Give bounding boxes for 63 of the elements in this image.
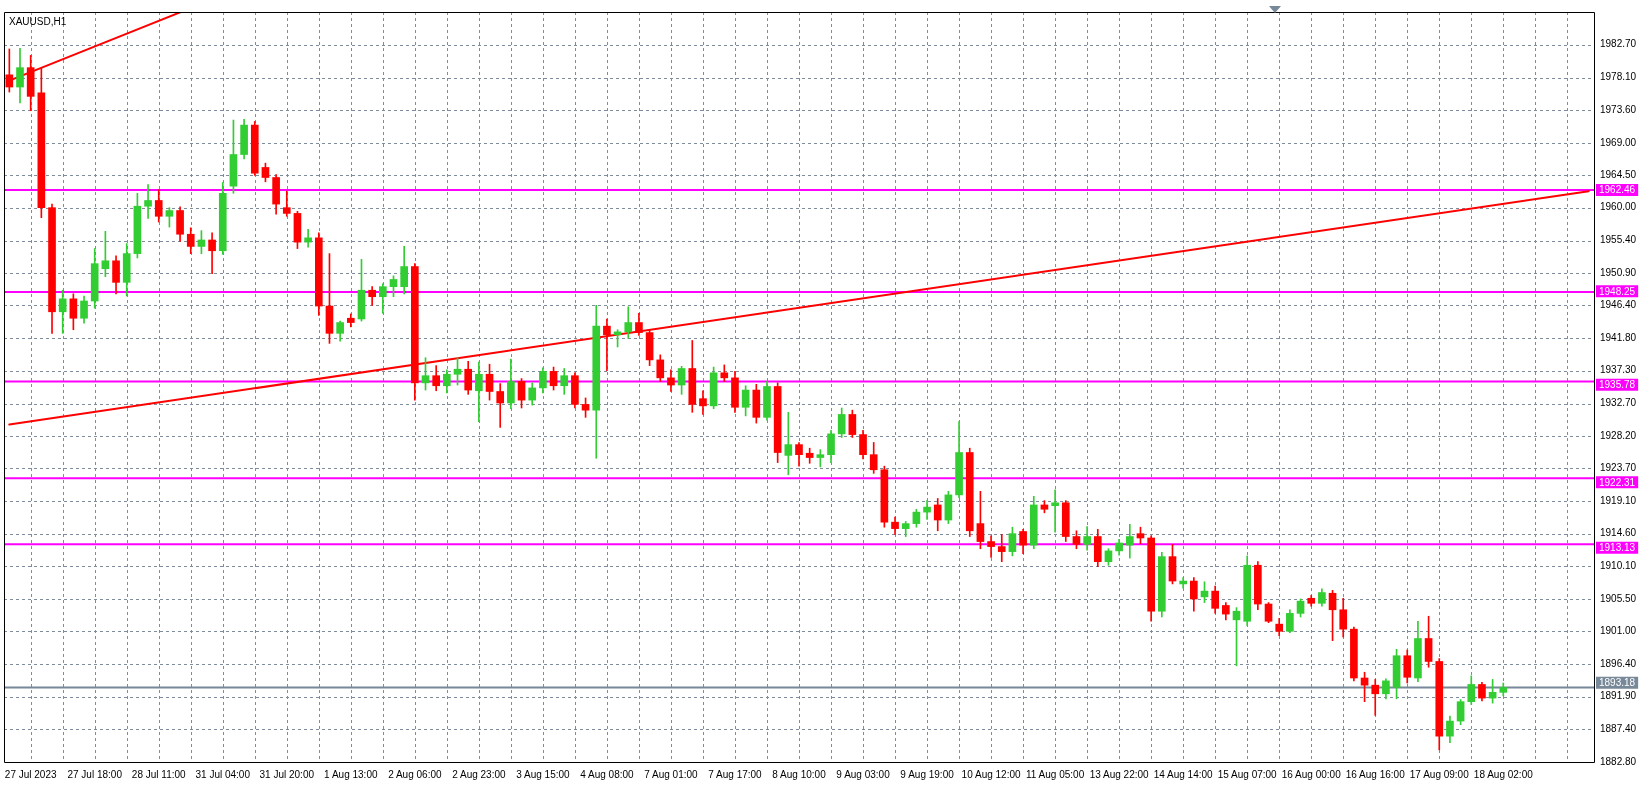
ref-line-label: 1922.31 [1599, 476, 1636, 488]
x-tick-label: 2 Aug 23:00 [452, 768, 506, 780]
y-tick-label: 1882.80 [1600, 755, 1637, 767]
y-tick-label: 1896.40 [1600, 658, 1637, 670]
ref-line-label: 1948.25 [1599, 285, 1636, 297]
y-tick-label: 1905.50 [1600, 592, 1637, 604]
x-tick-label: 31 Jul 04:00 [195, 768, 251, 780]
y-tick-label: 1932.70 [1600, 397, 1637, 409]
x-tick-label: 2 Aug 06:00 [388, 768, 442, 780]
x-tick-label: 27 Jul 18:00 [67, 768, 123, 780]
y-tick-label: 1941.80 [1600, 332, 1637, 344]
y-tick-label: 1937.30 [1600, 364, 1637, 376]
chart-title: XAUUSD,H1 [9, 15, 67, 27]
y-tick-label: 1923.70 [1600, 462, 1637, 474]
y-tick-label: 1982.70 [1600, 38, 1637, 50]
y-tick-label: 1901.00 [1600, 625, 1637, 637]
x-tick-label: 10 Aug 12:00 [961, 768, 1021, 780]
y-tick-label: 1891.90 [1600, 690, 1637, 702]
y-tick-label: 1887.40 [1600, 722, 1637, 734]
x-tick-label: 15 Aug 07:00 [1217, 768, 1278, 780]
candlestick [208, 232, 216, 275]
x-tick-label: 28 Jul 11:00 [131, 768, 187, 780]
y-tick-label: 1978.10 [1600, 71, 1637, 83]
ref-line-label: 1913.13 [1599, 541, 1636, 553]
x-tick-label: 14 Aug 14:00 [1153, 768, 1214, 780]
y-tick-label: 1910.10 [1600, 559, 1637, 571]
x-tick-label: 9 Aug 19:00 [900, 768, 955, 780]
y-tick-label: 1928.20 [1600, 429, 1637, 441]
x-tick-label: 4 Aug 08:00 [580, 768, 635, 780]
x-tick-label: 27 Jul 2023 [4, 768, 57, 780]
y-tick-label: 1973.60 [1600, 103, 1637, 115]
x-tick-label: 7 Aug 01:00 [644, 768, 699, 780]
candlestick [1371, 679, 1380, 716]
x-tick-label: 11 Aug 05:00 [1026, 768, 1085, 780]
ref-line-label: 1962.46 [1599, 184, 1636, 196]
x-tick-label: 16 Aug 00:00 [1281, 768, 1342, 780]
candlestick [784, 411, 793, 476]
x-tick-label: 9 Aug 03:00 [836, 768, 891, 780]
x-tick-label: 17 Aug 09:00 [1409, 768, 1470, 780]
x-tick-label: 8 Aug 10:00 [772, 768, 827, 780]
candlestick [144, 184, 152, 219]
x-tick-label: 31 Jul 20:00 [259, 768, 315, 780]
candlestick [923, 500, 931, 520]
candlestick [987, 535, 995, 558]
ref-line-label: 1893.18 [1599, 676, 1636, 688]
y-tick-label: 1955.40 [1600, 234, 1637, 246]
x-tick-label: 18 Aug 02:00 [1473, 768, 1534, 780]
y-tick-label: 1960.00 [1600, 201, 1637, 213]
x-tick-label: 16 Aug 16:00 [1345, 768, 1406, 780]
y-tick-label: 1964.50 [1600, 169, 1637, 181]
y-tick-label: 1914.60 [1600, 527, 1637, 539]
x-tick-label: 7 Aug 17:00 [708, 768, 763, 780]
candlestick [603, 318, 611, 371]
candlestick [997, 534, 1006, 562]
y-tick-label: 1950.90 [1600, 266, 1637, 278]
y-tick-label: 1946.40 [1600, 299, 1637, 311]
ref-line-label: 1935.78 [1599, 378, 1636, 390]
y-tick-label: 1919.10 [1600, 495, 1637, 507]
candlestick [1051, 489, 1059, 533]
y-tick-label: 1969.00 [1600, 136, 1637, 148]
x-tick-label: 1 Aug 13:00 [324, 768, 378, 780]
x-tick-label: 13 Aug 22:00 [1089, 768, 1150, 780]
x-tick-label: 3 Aug 15:00 [516, 768, 571, 780]
